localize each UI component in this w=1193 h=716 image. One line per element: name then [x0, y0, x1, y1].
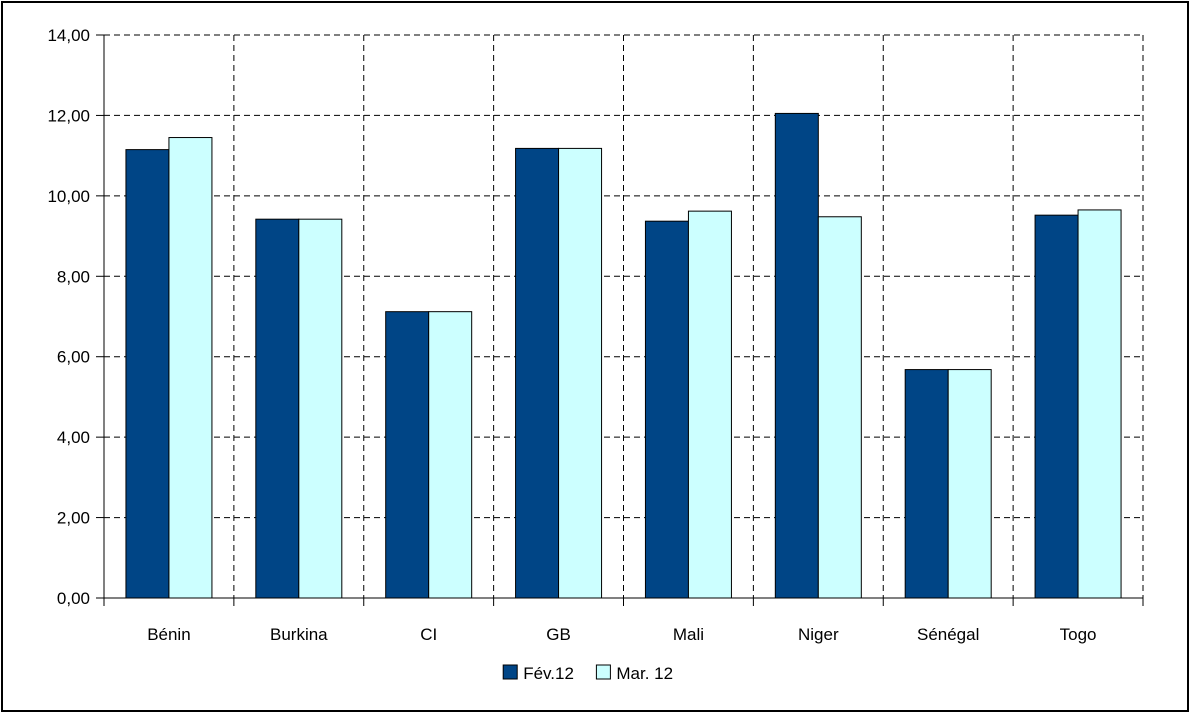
legend-swatch	[595, 664, 611, 680]
category-label: Mali	[673, 625, 704, 644]
y-tick-label: 4,00	[57, 428, 90, 447]
bar	[817, 216, 862, 599]
bar	[947, 369, 992, 599]
y-tick-label: 2,00	[57, 509, 90, 528]
bar	[558, 147, 603, 599]
y-tick-label: 6,00	[57, 348, 90, 367]
category-label: Togo	[1060, 625, 1097, 644]
bar	[385, 311, 430, 599]
bar	[1077, 209, 1122, 599]
category-label: Burkina	[270, 625, 328, 644]
y-tick-labels: 0,00 2,00 4,00 6,00 8,00 10,00 12,00 14,00	[47, 26, 90, 608]
bar	[904, 369, 949, 599]
y-tick-label: 10,00	[47, 187, 90, 206]
y-tick-label: 12,00	[47, 106, 90, 125]
axes	[96, 34, 1144, 606]
bar	[774, 112, 819, 599]
category-label: Bénin	[147, 625, 190, 644]
legend-swatch	[502, 664, 518, 680]
bar	[255, 218, 300, 599]
y-tick-label: 8,00	[57, 267, 90, 286]
category-label: GB	[546, 625, 571, 644]
legend: Fév.12 Mar. 12	[502, 664, 673, 683]
category-labels: Bénin Burkina CI GB Mali Niger Sénégal Togo	[147, 625, 1096, 644]
y-tick-label: 14,00	[47, 26, 90, 45]
y-tick-label: 0,00	[57, 589, 90, 608]
category-label: Sénégal	[917, 625, 979, 644]
bar	[298, 218, 343, 599]
legend-label: Fév.12	[523, 664, 574, 683]
category-label: Niger	[798, 625, 839, 644]
category-label: CI	[420, 625, 437, 644]
bar	[1034, 214, 1079, 599]
bar	[125, 149, 170, 599]
bar	[515, 147, 560, 599]
bar	[687, 210, 732, 599]
bar	[168, 137, 213, 599]
legend-label: Mar. 12	[616, 664, 673, 683]
bar	[428, 311, 473, 599]
bar	[644, 220, 689, 599]
